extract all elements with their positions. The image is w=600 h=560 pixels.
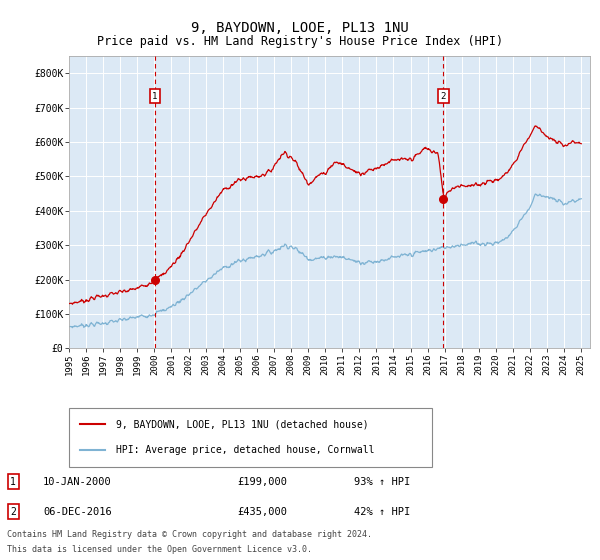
Text: 42% ↑ HPI: 42% ↑ HPI xyxy=(354,507,410,517)
Text: £199,000: £199,000 xyxy=(237,477,287,487)
Text: £435,000: £435,000 xyxy=(237,507,287,517)
Text: 2: 2 xyxy=(10,507,16,517)
Text: 93% ↑ HPI: 93% ↑ HPI xyxy=(354,477,410,487)
Text: 1: 1 xyxy=(152,92,158,101)
Text: 2: 2 xyxy=(440,92,446,101)
Text: Price paid vs. HM Land Registry's House Price Index (HPI): Price paid vs. HM Land Registry's House … xyxy=(97,35,503,48)
FancyBboxPatch shape xyxy=(69,408,432,467)
Text: This data is licensed under the Open Government Licence v3.0.: This data is licensed under the Open Gov… xyxy=(7,545,312,554)
Text: 1: 1 xyxy=(10,477,16,487)
Text: Contains HM Land Registry data © Crown copyright and database right 2024.: Contains HM Land Registry data © Crown c… xyxy=(7,530,372,539)
Text: 9, BAYDOWN, LOOE, PL13 1NU (detached house): 9, BAYDOWN, LOOE, PL13 1NU (detached hou… xyxy=(116,419,369,430)
Text: HPI: Average price, detached house, Cornwall: HPI: Average price, detached house, Corn… xyxy=(116,445,374,455)
Text: 06-DEC-2016: 06-DEC-2016 xyxy=(43,507,112,517)
Text: 9, BAYDOWN, LOOE, PL13 1NU: 9, BAYDOWN, LOOE, PL13 1NU xyxy=(191,21,409,35)
Text: 10-JAN-2000: 10-JAN-2000 xyxy=(43,477,112,487)
